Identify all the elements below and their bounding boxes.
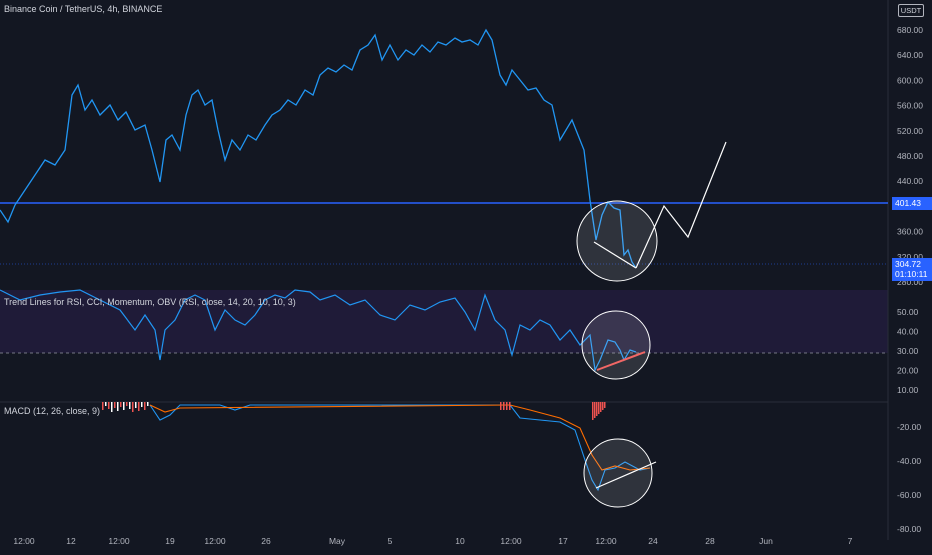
macd-histogram-bar — [135, 402, 137, 408]
rsi-series-line[interactable] — [0, 289, 637, 372]
price-axis-tick: 280.00 — [897, 277, 923, 287]
macd-histogram-bar — [598, 402, 600, 414]
macd-axis-tick: -40.00 — [897, 456, 921, 466]
price-axis-tick: 480.00 — [897, 151, 923, 161]
time-axis-label: 28 — [705, 536, 715, 546]
level-price-tag: 401.43 — [892, 197, 932, 210]
price-trendline[interactable] — [593, 241, 637, 269]
time-axis-label: May — [329, 536, 346, 546]
macd-histogram-bar — [123, 402, 125, 410]
macd-histogram-bar — [132, 402, 134, 412]
macd-histogram-bar — [141, 402, 143, 407]
macd-histogram-bar — [102, 402, 104, 410]
macd-histogram-bar — [111, 402, 113, 412]
time-axis-label: 12 — [66, 536, 76, 546]
macd-axis-tick: -80.00 — [897, 524, 921, 534]
rsi-axis-tick: 10.00 — [897, 385, 919, 395]
macd-histogram-bar — [592, 402, 594, 420]
time-axis-label: 12:00 — [500, 536, 522, 546]
rsi-indicator-title[interactable]: Trend Lines for RSI, CCI, Momentum, OBV … — [4, 297, 296, 307]
rsi-axis-tick: 30.00 — [897, 346, 919, 356]
time-axis-label: 12:00 — [13, 536, 35, 546]
price-axis-tick: 520.00 — [897, 126, 923, 136]
time-axis-label: 12:00 — [204, 536, 226, 546]
time-axis-label: 26 — [261, 536, 271, 546]
time-axis-label: 19 — [165, 536, 175, 546]
price-series-line[interactable] — [0, 28, 637, 269]
time-axis-label: 24 — [648, 536, 658, 546]
price-axis-tick: 640.00 — [897, 50, 923, 60]
rsi-axis-tick: 50.00 — [897, 307, 919, 317]
countdown-tag: 01:10:11 — [892, 268, 932, 281]
price-axis-tick: 680.00 — [897, 25, 923, 35]
macd-histogram-bar — [147, 402, 149, 406]
macd-histogram-bar — [596, 402, 598, 416]
symbol-title[interactable]: Binance Coin / TetherUS, 4h, BINANCE — [4, 4, 163, 14]
macd-line[interactable] — [149, 404, 651, 492]
macd-signal-line[interactable] — [149, 404, 651, 471]
time-axis-label: Jun — [759, 536, 773, 546]
price-axis-tick: 560.00 — [897, 101, 923, 111]
macd-histogram-bar — [602, 402, 604, 410]
macd-histogram-bar — [108, 402, 110, 409]
macd-trendline[interactable] — [595, 461, 657, 489]
macd-histogram-bar — [506, 402, 508, 410]
macd-axis-tick: -60.00 — [897, 490, 921, 500]
macd-histogram-bar — [105, 402, 107, 406]
time-axis-label: 7 — [848, 536, 853, 546]
rsi-highlight-circle[interactable] — [581, 310, 651, 380]
macd-histogram-bar — [500, 402, 502, 410]
price-axis-tick: 360.00 — [897, 227, 923, 237]
macd-highlight-circle[interactable] — [583, 438, 653, 508]
macd-histogram-bar — [503, 402, 505, 410]
macd-indicator-title[interactable]: MACD (12, 26, close, 9) — [4, 406, 101, 416]
rsi-axis-tick: 20.00 — [897, 366, 919, 376]
price-axis-tick: 440.00 — [897, 176, 923, 186]
last-price-tag: 304.72 — [892, 258, 932, 271]
rsi-axis-tick: 40.00 — [897, 327, 919, 337]
macd-histogram-bar — [126, 402, 128, 406]
price-axis-tick: 600.00 — [897, 75, 923, 85]
macd-histogram-bar — [117, 402, 119, 411]
macd-histogram-bar — [594, 402, 596, 418]
macd-histogram-bar — [600, 402, 602, 412]
projection-path[interactable] — [635, 141, 727, 269]
price-highlight-circle[interactable] — [576, 200, 658, 282]
time-axis-label: 5 — [388, 536, 393, 546]
macd-histogram-bar — [604, 402, 606, 408]
macd-histogram-bar — [138, 402, 140, 411]
macd-histogram-bar — [144, 402, 146, 410]
macd-histogram-bar — [114, 402, 116, 408]
time-axis-label: 12:00 — [595, 536, 617, 546]
time-axis-label: 10 — [455, 536, 465, 546]
macd-histogram-bar — [129, 402, 131, 409]
currency-badge[interactable]: USDT — [898, 4, 924, 17]
time-axis-label: 17 — [558, 536, 568, 546]
price-axis-tick: 320.00 — [897, 252, 923, 262]
macd-axis-tick: -20.00 — [897, 422, 921, 432]
rsi-trendline[interactable] — [596, 351, 646, 371]
macd-histogram-bar — [120, 402, 122, 407]
macd-histogram-bar — [509, 402, 511, 410]
time-axis-label: 12:00 — [108, 536, 130, 546]
